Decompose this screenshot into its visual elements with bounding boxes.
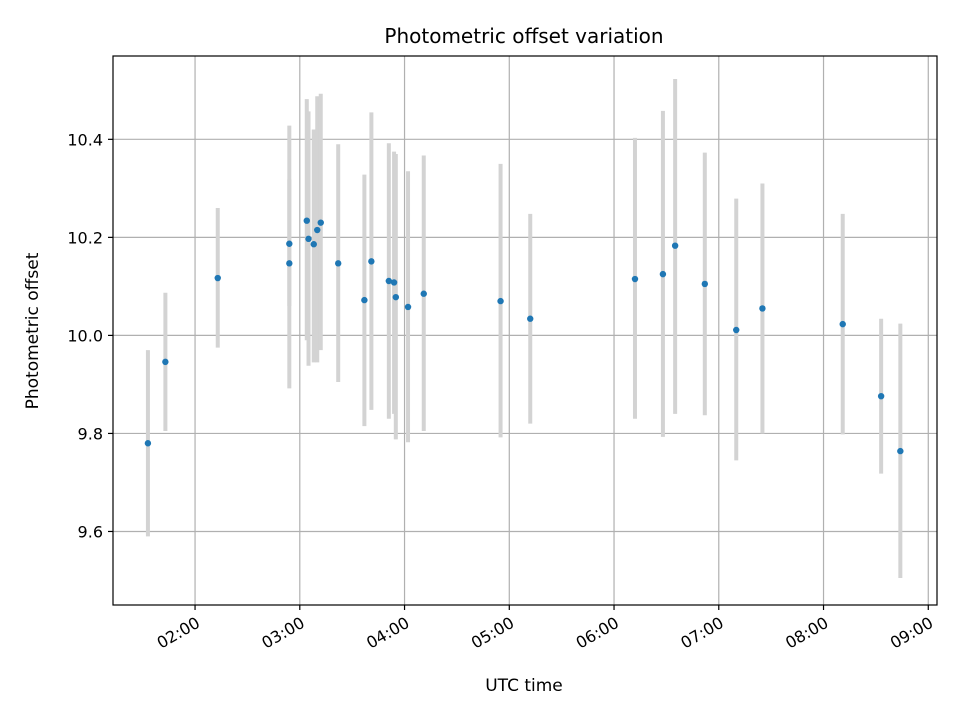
y-tick-label: 9.6	[78, 522, 103, 541]
data-point	[759, 305, 766, 312]
data-point	[701, 280, 709, 288]
data-point	[671, 242, 679, 249]
y-tick-label: 10.2	[67, 228, 103, 247]
data-point	[527, 315, 534, 322]
data-point	[497, 297, 504, 305]
y-axis-title: Photometric offset	[23, 252, 43, 409]
chart-title: Photometric offset variation	[384, 24, 663, 48]
data-point	[361, 296, 368, 304]
data-point	[335, 260, 342, 267]
data-point	[144, 440, 152, 447]
data-point	[420, 290, 427, 297]
data-point	[390, 279, 398, 286]
data-point	[404, 303, 412, 311]
data-point	[314, 226, 321, 234]
data-point	[631, 275, 639, 283]
data-point	[392, 293, 400, 301]
data-point	[877, 392, 885, 400]
data-point	[286, 260, 293, 267]
data-point	[385, 277, 393, 285]
data-point	[733, 326, 740, 334]
plot-frame	[112, 55, 938, 606]
grid-layer	[113, 56, 937, 605]
data-point	[162, 358, 169, 366]
data-point	[839, 320, 846, 328]
data-point	[317, 219, 324, 226]
point-layer	[144, 217, 904, 455]
data-point	[214, 274, 221, 282]
y-tick-label: 10.0	[67, 326, 103, 345]
x-axis-title: UTC time	[485, 676, 563, 696]
data-point	[303, 217, 310, 224]
y-tick-label: 10.4	[67, 130, 103, 149]
data-point	[659, 270, 667, 278]
data-point	[286, 240, 293, 247]
data-point	[305, 235, 312, 243]
data-point	[368, 258, 375, 265]
data-point	[897, 447, 904, 455]
data-point	[310, 241, 317, 248]
y-tick-label: 9.8	[78, 424, 103, 443]
